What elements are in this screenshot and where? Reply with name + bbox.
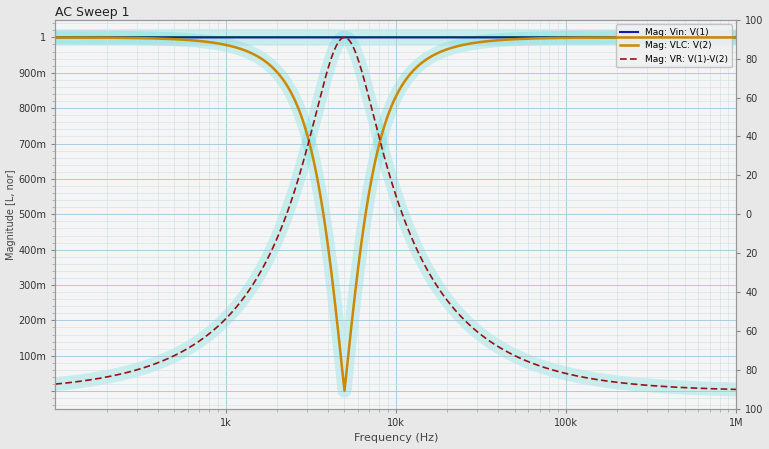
Mag: VR: V(1)-V(2): (494, 0.0992): VR: V(1)-V(2): (494, 0.0992): [168, 353, 178, 359]
Line: Mag: VLC: V(2): Mag: VLC: V(2): [55, 37, 736, 391]
Mag: VR: V(1)-V(2): (8.37e+05, 0.00597): VR: V(1)-V(2): (8.37e+05, 0.00597): [718, 387, 727, 392]
Text: AC Sweep 1: AC Sweep 1: [55, 5, 130, 18]
Mag: VR: V(1)-V(2): (5.11e+03, 0.999): VR: V(1)-V(2): (5.11e+03, 0.999): [341, 35, 351, 40]
Mag: VLC: V(2): (5e+03, 0.00121): VLC: V(2): (5e+03, 0.00121): [340, 388, 349, 393]
Mag: Vin: V(1): (494, 1): Vin: V(1): (494, 1): [168, 35, 178, 40]
Mag: VLC: V(2): (494, 0.995): VLC: V(2): (494, 0.995): [168, 36, 178, 42]
Y-axis label: Magnitude [L, nor]: Magnitude [L, nor]: [5, 169, 15, 260]
Mag: VR: V(1)-V(2): (3.1e+05, 0.0161): VR: V(1)-V(2): (3.1e+05, 0.0161): [645, 383, 654, 388]
Mag: VLC: V(2): (1e+06, 1): VLC: V(2): (1e+06, 1): [731, 35, 741, 40]
Mag: VLC: V(2): (8.37e+05, 1): VLC: V(2): (8.37e+05, 1): [718, 35, 727, 40]
Mag: Vin: V(1): (1e+06, 1): Vin: V(1): (1e+06, 1): [731, 35, 741, 40]
Mag: VLC: V(2): (100, 1): VLC: V(2): (100, 1): [51, 35, 60, 40]
Mag: Vin: V(1): (3.09e+05, 1): Vin: V(1): (3.09e+05, 1): [644, 35, 654, 40]
Mag: VR: V(1)-V(2): (1e+06, 0.005): VR: V(1)-V(2): (1e+06, 0.005): [731, 387, 741, 392]
Legend: Mag: Vin: V(1), Mag: VLC: V(2), Mag: VR: V(1)-V(2): Mag: Vin: V(1), Mag: VLC: V(2), Mag: VR:…: [616, 24, 731, 67]
Mag: Vin: V(1): (5.1e+03, 1): Vin: V(1): (5.1e+03, 1): [341, 35, 351, 40]
Mag: VLC: V(2): (3.42e+03, 0.614): VLC: V(2): (3.42e+03, 0.614): [311, 171, 321, 176]
Mag: VR: V(1)-V(2): (3.42e+03, 0.789): VR: V(1)-V(2): (3.42e+03, 0.789): [311, 110, 321, 115]
Mag: Vin: V(1): (286, 1): Vin: V(1): (286, 1): [128, 35, 138, 40]
Mag: VLC: V(2): (5.11e+03, 0.0442): VLC: V(2): (5.11e+03, 0.0442): [341, 373, 351, 378]
Mag: Vin: V(1): (8.34e+05, 1): Vin: V(1): (8.34e+05, 1): [718, 35, 727, 40]
Mag: Vin: V(1): (100, 1): Vin: V(1): (100, 1): [51, 35, 60, 40]
Mag: VR: V(1)-V(2): (100, 0.02): VR: V(1)-V(2): (100, 0.02): [51, 381, 60, 387]
Line: Mag: VR: V(1)-V(2): Mag: VR: V(1)-V(2): [55, 37, 736, 389]
Mag: VLC: V(2): (3.1e+05, 1): VLC: V(2): (3.1e+05, 1): [645, 35, 654, 40]
Mag: VR: V(1)-V(2): (5e+03, 1): VR: V(1)-V(2): (5e+03, 1): [340, 35, 349, 40]
Mag: VLC: V(2): (286, 0.998): VLC: V(2): (286, 0.998): [128, 35, 138, 41]
Mag: Vin: V(1): (3.42e+03, 1): Vin: V(1): (3.42e+03, 1): [311, 35, 321, 40]
Mag: VR: V(1)-V(2): (286, 0.0573): VR: V(1)-V(2): (286, 0.0573): [128, 368, 138, 374]
X-axis label: Frequency (Hz): Frequency (Hz): [354, 433, 438, 444]
